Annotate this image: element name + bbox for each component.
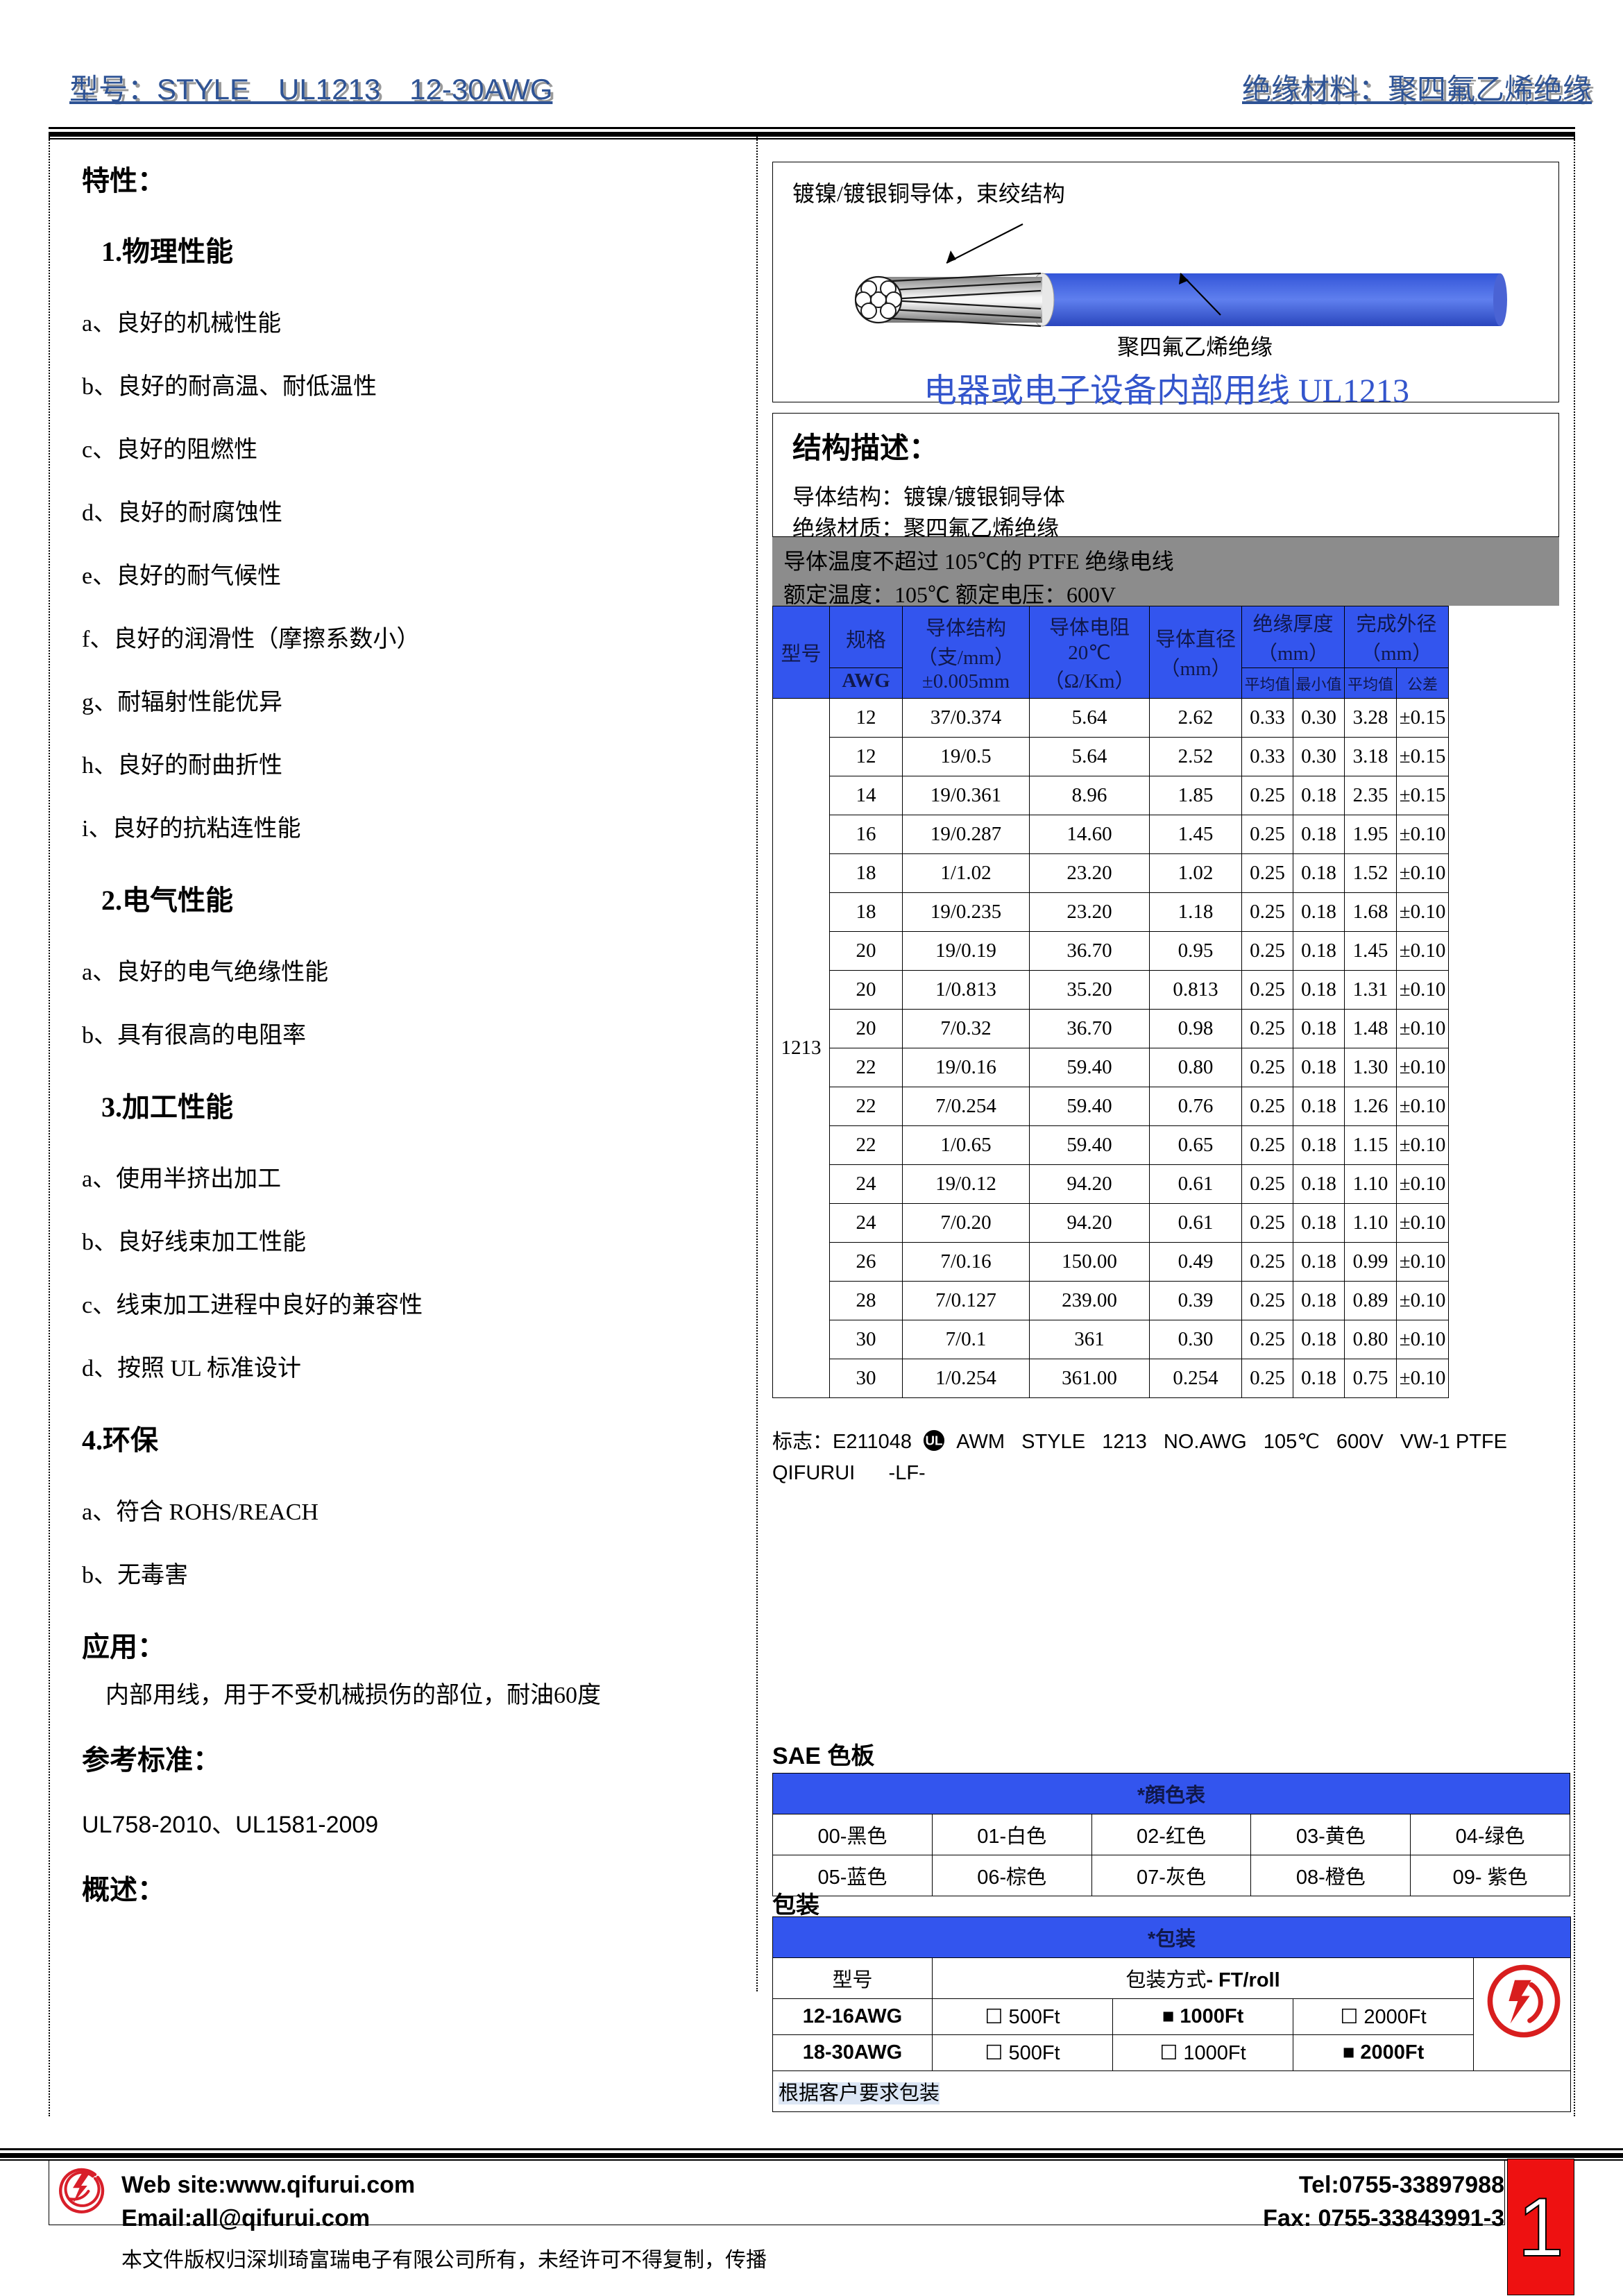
svg-text:UL: UL bbox=[926, 1434, 943, 1448]
